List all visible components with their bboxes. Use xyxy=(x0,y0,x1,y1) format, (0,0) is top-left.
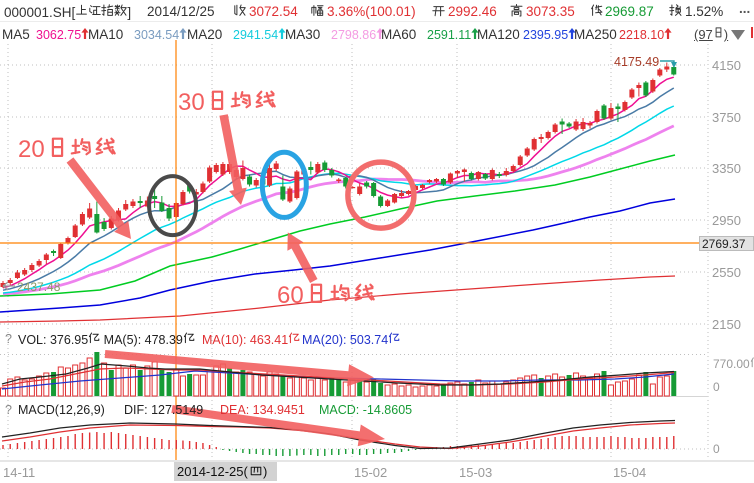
svg-text:20: 20 xyxy=(18,136,45,163)
svg-text:4175.49: 4175.49 xyxy=(614,55,659,69)
svg-text:30: 30 xyxy=(178,89,205,116)
svg-text:60: 60 xyxy=(277,282,304,309)
svg-text:2437.48: 2437.48 xyxy=(17,280,61,294)
